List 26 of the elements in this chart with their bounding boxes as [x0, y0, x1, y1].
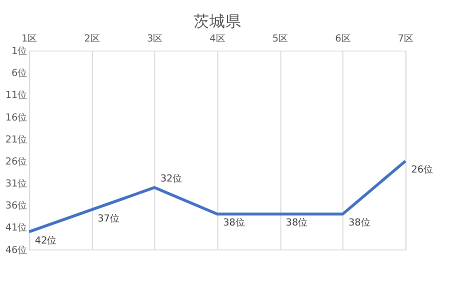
x-tick-label: 6区 — [335, 33, 352, 44]
y-tick-label: 21位 — [5, 133, 28, 146]
data-label: 38位 — [223, 216, 246, 229]
y-tick-label: 16位 — [5, 111, 28, 124]
x-tick-label: 3区 — [146, 33, 164, 44]
x-tick-label: 1区 — [21, 33, 38, 44]
data-label: 37位 — [98, 212, 120, 224]
y-tick-label: 1位 — [11, 44, 28, 57]
y-tick-label: 26位 — [5, 155, 28, 168]
data-label: 38位 — [286, 216, 308, 229]
y-tick-label: 11位 — [5, 89, 28, 102]
data-label: 38位 — [348, 216, 371, 229]
y-tick-label: 36位 — [5, 200, 28, 212]
line-series — [28, 160, 407, 234]
y-tick-label: 6位 — [11, 67, 28, 80]
y-tick-label: 46位 — [5, 244, 28, 256]
data-label: 42位 — [34, 234, 58, 246]
x-tick-label: 2区 — [84, 33, 100, 44]
x-tick-label: 4区 — [210, 33, 226, 44]
x-tick-label: 5区 — [272, 33, 289, 44]
chart-title: 茨城県 — [193, 12, 242, 30]
data-label: 26位 — [411, 164, 434, 176]
y-tick-label: 31位 — [5, 178, 28, 190]
data-label: 32位 — [160, 172, 183, 185]
y-tick-label: 41位 — [5, 222, 28, 234]
x-tick-label: 7区 — [398, 33, 414, 44]
